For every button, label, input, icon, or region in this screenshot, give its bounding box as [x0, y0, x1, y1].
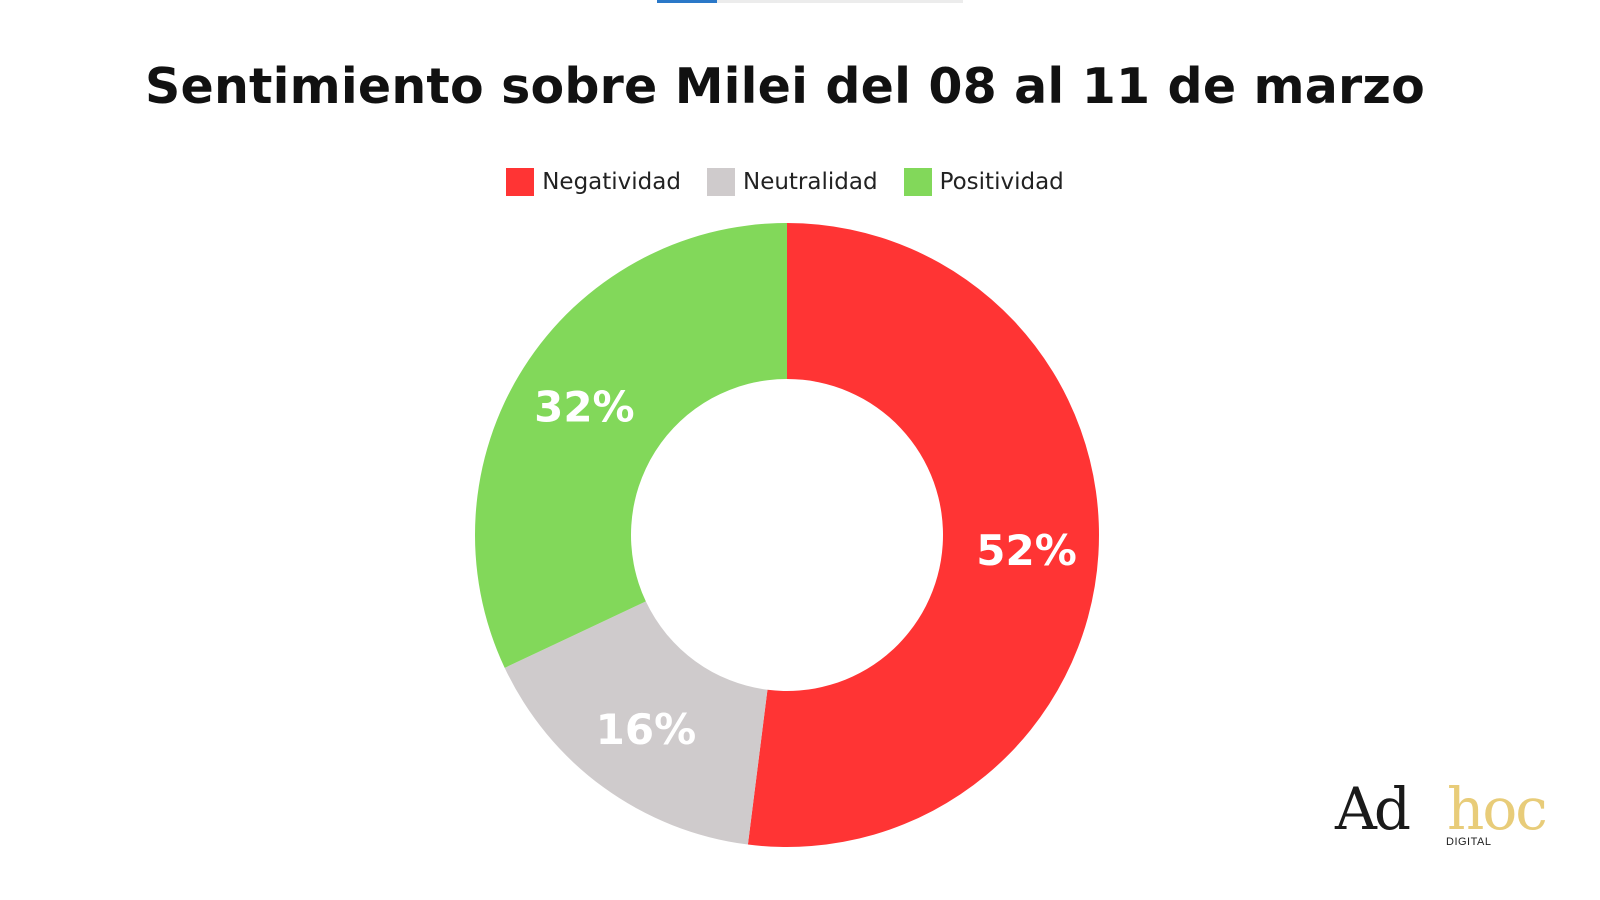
- slice-label-neutralidad: 16%: [596, 705, 697, 754]
- slice-positividad: [474, 223, 787, 668]
- logo-ad-text: Ad: [1335, 775, 1411, 843]
- legend-swatch-negatividad: [506, 168, 535, 196]
- chart-legend: Negatividad Neutralidad Positividad: [0, 168, 1570, 196]
- logo-hoc-text: hoc: [1447, 775, 1548, 843]
- legend-label-negatividad: Negatividad: [542, 169, 681, 195]
- chart-title: Sentimiento sobre Milei del 08 al 11 de …: [145, 58, 1425, 115]
- top-tab-bar: [657, 0, 963, 3]
- legend-item-negatividad: Negatividad: [506, 168, 681, 196]
- slice-negatividad: [747, 223, 1099, 847]
- slice-neutralidad: [504, 601, 768, 845]
- top-tab-indicator: [657, 0, 717, 3]
- slice-label-positividad: 32%: [534, 382, 635, 431]
- logo-digital-text: DIGITAL: [1446, 836, 1492, 848]
- legend-swatch-neutralidad: [706, 168, 735, 196]
- legend-item-neutralidad: Neutralidad: [706, 168, 878, 196]
- adhoc-digital-logo: Ad hoc DIGITAL: [1335, 775, 1565, 855]
- legend-item-positividad: Positividad: [903, 168, 1064, 196]
- legend-label-positividad: Positividad: [939, 169, 1064, 195]
- legend-swatch-positividad: [903, 168, 932, 196]
- legend-label-neutralidad: Neutralidad: [742, 169, 878, 195]
- slice-label-negatividad: 52%: [976, 526, 1077, 575]
